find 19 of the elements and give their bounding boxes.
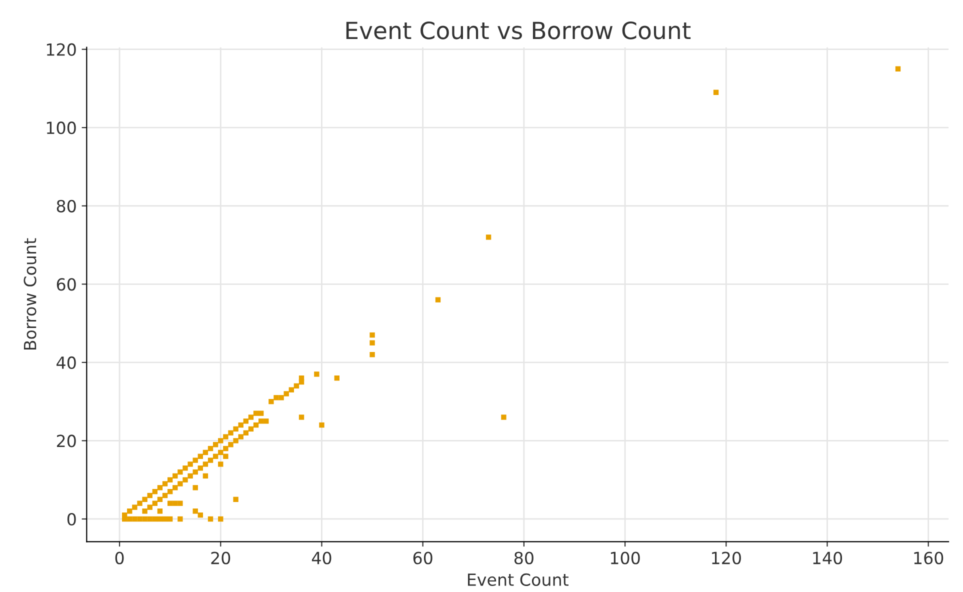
x-tick-label: 60: [413, 552, 432, 564]
x-tick-label: 140: [813, 552, 842, 564]
y-tick-label: 0: [67, 512, 76, 526]
x-tick-label: 100: [610, 552, 640, 564]
x-tick-label: 120: [712, 552, 741, 564]
x-tick-label: 80: [514, 552, 534, 564]
y-tick-label: 20: [56, 434, 76, 448]
y-axis-title: Borrow Count: [24, 238, 36, 350]
y-tick-label: 80: [56, 200, 76, 212]
y-tick-label: 60: [56, 278, 76, 291]
x-tick-label: 20: [211, 552, 230, 564]
chart-title: Event Count vs Borrow Count: [346, 22, 691, 40]
y-tick-label: 40: [56, 356, 76, 369]
x-axis-title: Event Count: [468, 573, 568, 586]
y-tick-label: 120: [46, 43, 76, 56]
x-tick-label: 160: [914, 552, 944, 564]
y-tick-label: 100: [46, 122, 76, 134]
x-tick-label: 0: [115, 552, 124, 564]
x-tick-label: 40: [312, 552, 332, 564]
